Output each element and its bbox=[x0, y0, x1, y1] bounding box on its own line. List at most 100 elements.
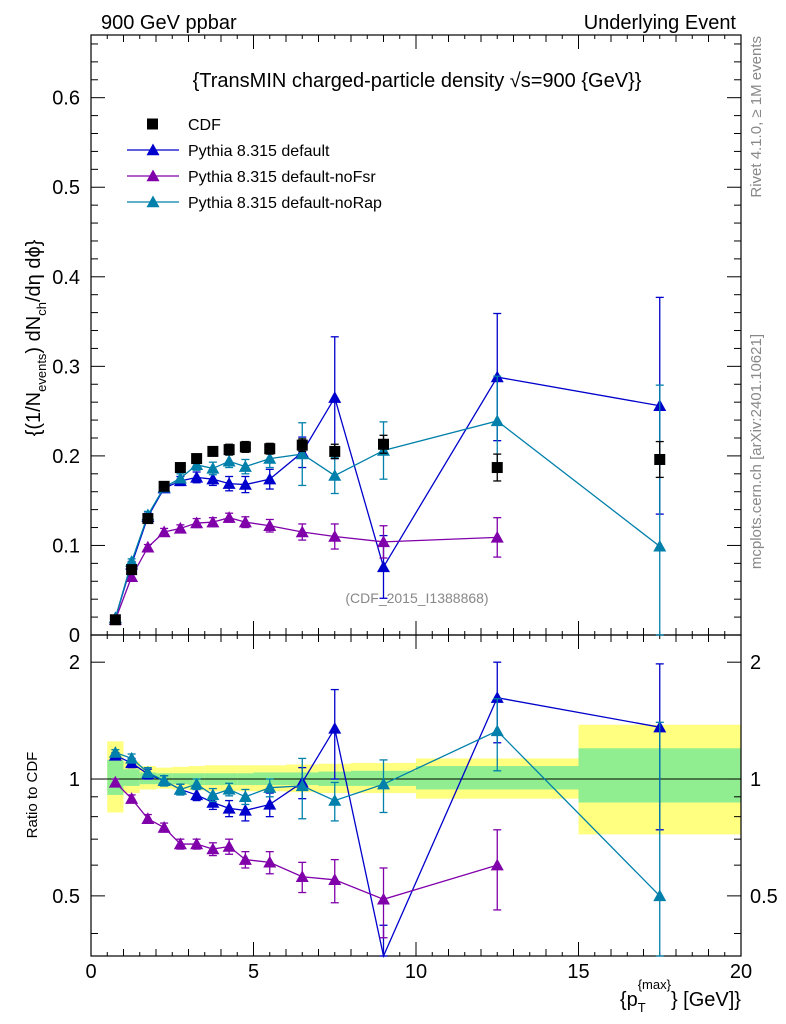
xlabel-tail: } [GeV]} bbox=[671, 989, 741, 1011]
ratio-y-tick-label: 0.5 bbox=[52, 886, 80, 908]
ratio-pythia-8-315-default-nofsr-point bbox=[222, 840, 236, 852]
axes: 0 5 10 15 20 0 0.1 0.2 0.3 0.4 0.5 0.6 0.5 0.5 1 1 2 2 bbox=[52, 34, 778, 983]
x-axis-label: {pT {max}} [GeV]} bbox=[620, 977, 741, 1015]
main-pythia-8-315-default-point bbox=[190, 470, 204, 483]
ratio-pythia-8-315-default-point bbox=[222, 801, 236, 814]
main-cdf-point bbox=[109, 614, 121, 626]
main-cdf-point bbox=[654, 453, 666, 465]
main-pythia-8-315-default-nofsr-point bbox=[238, 515, 252, 528]
ratio-pythia-8-315-default-point bbox=[263, 797, 277, 810]
ylabel-sub-ch: ch bbox=[34, 302, 49, 316]
ratio-pythia-8-315-default-line bbox=[115, 696, 660, 959]
main-pythia-8-315-default-norap-point bbox=[190, 458, 204, 471]
main-y-tick-label: 0.5 bbox=[52, 177, 80, 199]
main-cdf-point bbox=[223, 444, 235, 456]
ylabel-tail: /dη dϕ} bbox=[23, 239, 45, 302]
ratio-pythia-8-315-default-norap-point bbox=[238, 790, 252, 802]
legend-marker-triangle bbox=[146, 143, 160, 156]
ylabel-sub-events: events bbox=[34, 353, 49, 392]
ratio-pythia-8-315-default-nofsr-point bbox=[108, 775, 122, 788]
main-series-layer bbox=[108, 296, 667, 636]
xlabel-sub: T bbox=[638, 1000, 646, 1015]
main-cdf-point bbox=[239, 441, 251, 453]
ratio-pythia-8-315-default-point bbox=[238, 803, 252, 816]
main-y-tick-label: 0.4 bbox=[52, 267, 80, 289]
main-cdf-point bbox=[378, 438, 389, 450]
main-cdf-point bbox=[207, 445, 219, 457]
main-y-tick-label: 0.1 bbox=[52, 535, 80, 557]
legend: CDF Pythia 8.315 default Pythia 8.315 defa… bbox=[127, 117, 382, 212]
main-pythia-8-315-default-nofsr-point bbox=[377, 535, 390, 548]
x-tick-label: 10 bbox=[405, 961, 427, 983]
ratio-pythia-8-315-default-nofsr-point bbox=[157, 821, 171, 833]
ratio-pythia-8-315-default-norap-point bbox=[125, 751, 139, 764]
main-cdf-point bbox=[158, 480, 170, 492]
main-pythia-8-315-default-point bbox=[206, 472, 220, 485]
ratio-pythia-8-315-default-norap-point bbox=[263, 781, 277, 793]
header-left-label: 900 GeV ppbar bbox=[101, 12, 237, 34]
main-pythia-8-315-default-point bbox=[263, 472, 277, 485]
ratio-y-axis-label: Ratio to CDF bbox=[24, 752, 41, 839]
ratio-y-tick-label-right: 1 bbox=[750, 769, 761, 791]
ratio-pythia-8-315-default-norap-point bbox=[490, 724, 504, 737]
ylabel-mid: ) dN bbox=[23, 316, 45, 354]
main-pythia-8-315-default-point bbox=[222, 477, 236, 489]
ratio-pythia-8-315-default-nofsr-point bbox=[295, 870, 309, 882]
ratio-pythia-8-315-default-norap-point bbox=[157, 774, 171, 786]
legend-marker-square bbox=[147, 118, 158, 130]
ratio-pythia-8-315-default-norap-point bbox=[222, 782, 236, 795]
ratio-y-tick-label: 1 bbox=[69, 769, 80, 791]
main-pythia-8-315-default-nofsr-point bbox=[263, 519, 277, 531]
main-y-tick-label: 0.6 bbox=[52, 88, 80, 110]
mcplots-label: mcplots.cern.ch [arXiv:2401.10621] bbox=[748, 334, 765, 569]
ratio-pythia-8-315-default-norap-point bbox=[173, 782, 187, 795]
legend-label: Pythia 8.315 default-noFsr bbox=[188, 169, 376, 186]
ratio-pythia-8-315-default-norap-point bbox=[653, 889, 667, 902]
ratio-pythia-8-315-default-norap-point bbox=[190, 777, 204, 790]
main-plot-title: {TransMIN charged-particle density √s=90… bbox=[193, 70, 642, 92]
main-pythia-8-315-default-nofsr-point bbox=[141, 540, 155, 553]
main-pythia-8-315-default-point bbox=[328, 391, 342, 403]
main-cdf-point bbox=[142, 513, 154, 525]
main-pythia-8-315-default-norap-point bbox=[295, 447, 309, 460]
main-pythia-8-315-default-norap-point bbox=[206, 461, 220, 474]
ratio-pythia-8-315-default-nofsr-point bbox=[190, 837, 204, 850]
main-cdf-point bbox=[491, 462, 503, 474]
legend-label: Pythia 8.315 default-noRap bbox=[188, 195, 382, 212]
ratio-pythia-8-315-default-point bbox=[190, 788, 204, 801]
main-pythia-8-315-default-nofsr-point bbox=[125, 570, 139, 582]
ratio-pythia-8-315-default-nofsr-point bbox=[141, 812, 155, 824]
ratio-pythia-8-315-default-nofsr-point bbox=[490, 858, 504, 871]
x-tick-label: 5 bbox=[248, 961, 259, 983]
ratio-y-tick-label: 2 bbox=[69, 652, 80, 674]
main-pythia-8-315-default-point bbox=[377, 560, 390, 573]
ratio-pythia-8-315-default-nofsr-point bbox=[377, 892, 390, 905]
ratio-pythia-8-315-default-norap-point bbox=[295, 779, 309, 792]
legend-label: CDF bbox=[188, 117, 221, 134]
main-pythia-8-315-default-norap-point bbox=[653, 539, 667, 552]
x-tick-label: 20 bbox=[730, 961, 752, 983]
main-pythia-8-315-default-point bbox=[238, 478, 252, 490]
xlabel-main: {p bbox=[620, 989, 638, 1011]
main-pythia-8-315-default-nofsr-point bbox=[222, 511, 236, 523]
main-cdf-point bbox=[329, 445, 341, 457]
ratio-band-green bbox=[123, 769, 140, 786]
ratio-pythia-8-315-default-point bbox=[490, 691, 504, 703]
main-cdf-point bbox=[296, 439, 308, 451]
main-pythia-8-315-default-nofsr-point bbox=[328, 529, 342, 542]
ratio-pythia-8-315-default-norap-point bbox=[141, 765, 155, 778]
ratio-pythia-8-315-default-point bbox=[328, 721, 342, 734]
main-y-tick-label: 0 bbox=[69, 625, 80, 647]
main-y-tick-label: 0.2 bbox=[52, 446, 80, 468]
ratio-pythia-8-315-default-nofsr-point bbox=[328, 873, 342, 886]
main-pythia-8-315-default-line bbox=[114, 376, 660, 619]
ratio-pythia-8-315-default-norap-point bbox=[108, 746, 122, 758]
ratio-pythia-8-315-default-norap-line bbox=[115, 730, 661, 897]
ratio-pythia-8-315-default-nofsr-point bbox=[263, 855, 277, 868]
main-pythia-8-315-default-norap-point bbox=[490, 414, 504, 427]
main-cdf-point bbox=[191, 453, 203, 465]
ratio-uncertainty-bands bbox=[107, 724, 741, 835]
legend-marker-triangle bbox=[146, 195, 160, 208]
ratio-pythia-8-315-default-nofsr-point bbox=[173, 837, 187, 850]
